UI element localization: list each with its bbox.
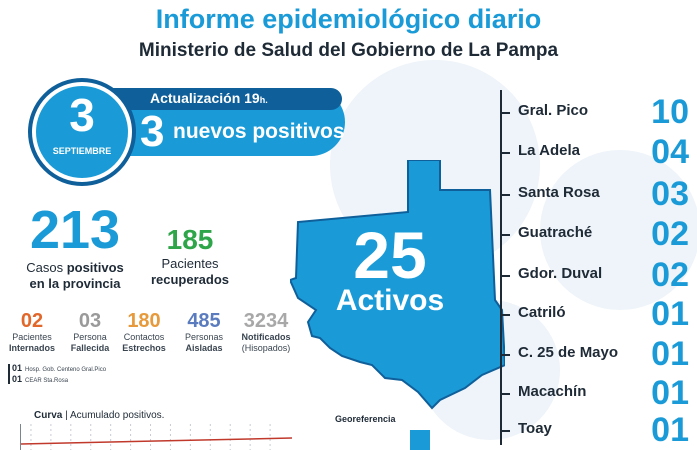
- location-row: La Adela 04: [500, 132, 697, 172]
- recovered-value: 185: [166, 224, 214, 255]
- la-pampa-map: [290, 160, 505, 410]
- curve-chart: [20, 424, 292, 450]
- location-row: Catriló 01: [500, 294, 697, 334]
- update-banner: [112, 88, 342, 110]
- stat-deceased: 03 Persona Fallecida: [70, 310, 110, 353]
- update-time: Actualización 19h.: [150, 90, 268, 106]
- stat-notified: 3234 Notificados (Hisopados): [241, 310, 291, 353]
- total-positive-value: 213: [29, 200, 121, 260]
- location-row: Toay 01: [500, 410, 697, 450]
- province-shape: [290, 160, 505, 410]
- recovered-label: Pacientes recuperados: [150, 256, 230, 287]
- date-month: SEPTIEMBRE: [52, 146, 112, 156]
- date-day: 3: [69, 89, 95, 141]
- location-row: Gdor. Duval 02: [500, 255, 697, 295]
- active-cases-label: Activos: [335, 284, 445, 317]
- date-badge: [36, 86, 128, 178]
- stat-isolated: 485 Personas Aisladas: [184, 310, 224, 353]
- locations-divider: [500, 90, 502, 445]
- new-cases-value: 3: [140, 107, 165, 156]
- stat-close-contacts: 180 Contactos Estrechos: [122, 310, 166, 353]
- location-row: Gral. Pico 10: [500, 92, 697, 132]
- hospital-divider: [8, 364, 10, 384]
- curve-title: Curva | Acumulado positivos.: [34, 410, 165, 421]
- page-title: Informe epidemiológico diario: [155, 4, 542, 34]
- hospital-list: 01 Hosp. Gob. Centeno Gral.Pico 01 CEAR St…: [12, 364, 172, 386]
- active-cases-value: 25: [353, 218, 427, 292]
- background-pill-shape: [540, 150, 697, 310]
- location-row: Guatraché 02: [500, 214, 697, 254]
- stat-hospitalized: 02 Pacientes Internados: [8, 310, 55, 353]
- georef-title: Georeferencia: [335, 414, 396, 424]
- hospital-item: 01 Hosp. Gob. Centeno Gral.Pico: [12, 363, 107, 374]
- page-subtitle: Ministerio de Salud del Gobierno de La P…: [138, 40, 559, 61]
- hospital-item: 01 CEAR Sta.Rosa: [12, 374, 69, 385]
- location-row: Macachín 01: [500, 373, 697, 413]
- georef-map-thumbnail: [410, 430, 430, 450]
- curve-line: [21, 437, 292, 445]
- location-row: Santa Rosa 03: [500, 174, 697, 214]
- total-positive-label: Casos positivos en la provincia: [26, 260, 124, 291]
- location-row: C. 25 de Mayo 01: [500, 334, 697, 374]
- new-cases-label: nuevos positivos: [173, 120, 345, 143]
